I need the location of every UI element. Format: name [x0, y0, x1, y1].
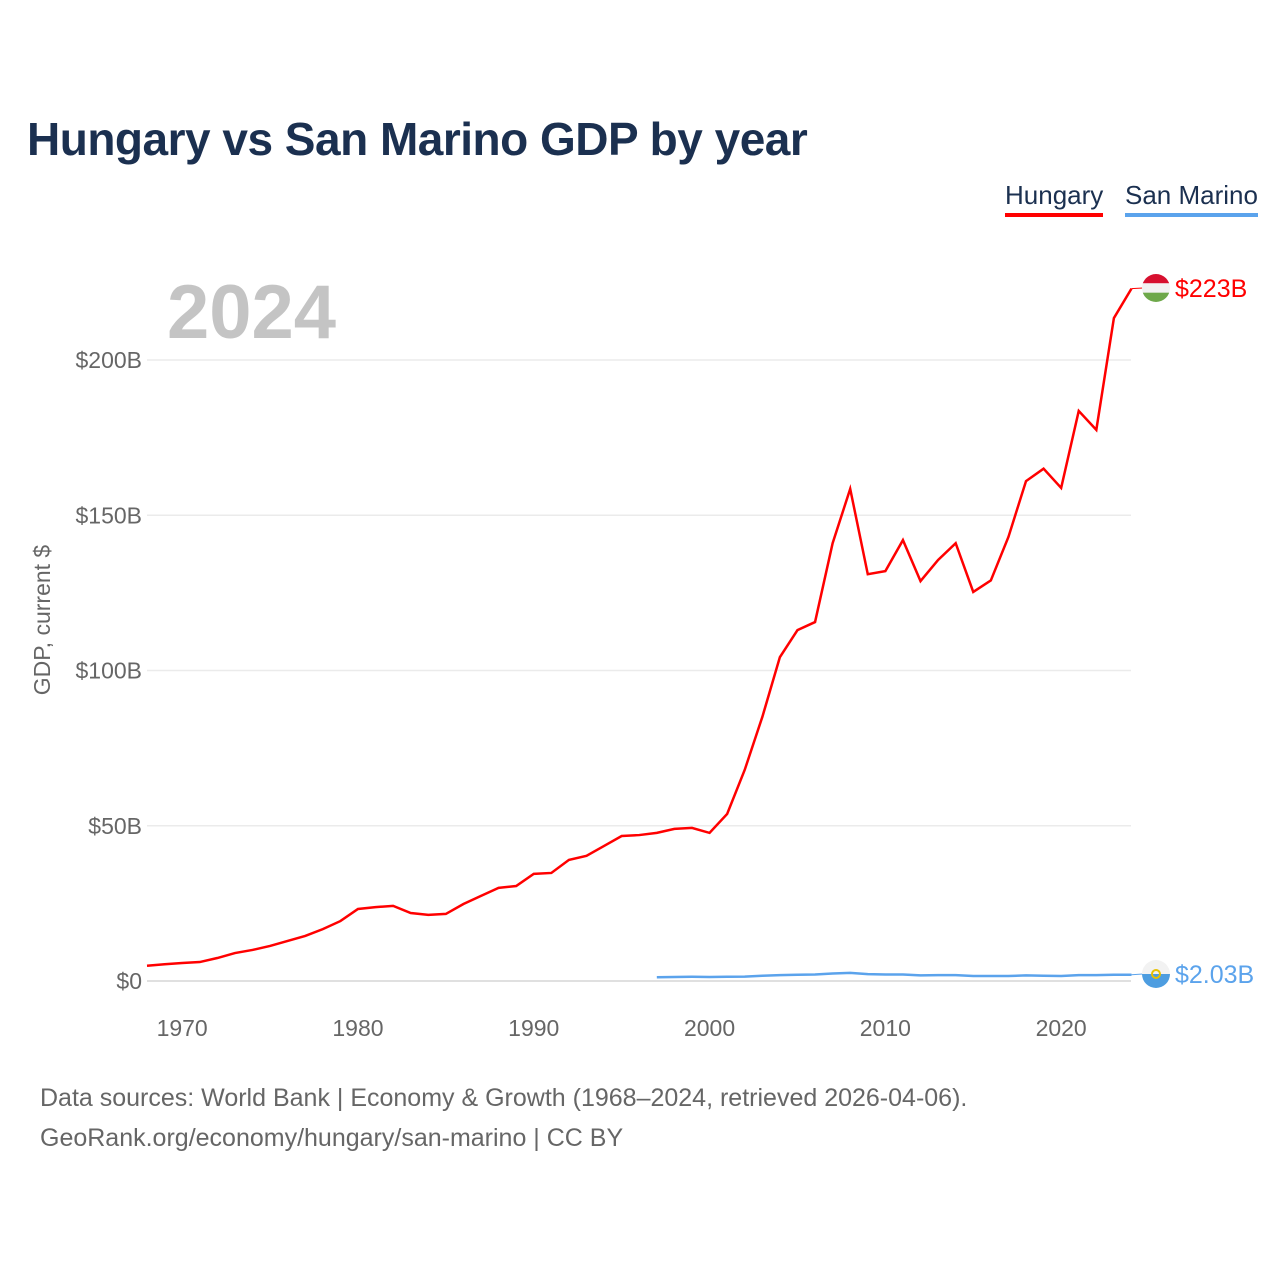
y-tick-label: $200B — [75, 347, 142, 373]
san-marino-flag-icon — [1142, 960, 1170, 988]
x-tick-label: 2010 — [860, 1015, 911, 1041]
y-tick-label: $150B — [75, 502, 142, 528]
legend-san-marino[interactable]: San Marino — [1125, 180, 1258, 217]
series-line-hungary — [146, 287, 1133, 968]
y-axis-label: GDP, current $ — [29, 545, 55, 696]
source-line-1: Data sources: World Bank | Economy & Gro… — [40, 1084, 968, 1112]
x-tick-label: 1980 — [332, 1015, 383, 1041]
y-tick-label: $0 — [116, 968, 142, 994]
x-tick-label: 1970 — [157, 1015, 208, 1041]
series-line-san-marino — [656, 971, 1132, 979]
y-tick-label: $100B — [75, 658, 142, 684]
end-value-label: $2.03B — [1175, 961, 1254, 989]
source-line-2[interactable]: GeoRank.org/economy/hungary/san-marino |… — [40, 1124, 624, 1152]
end-connector — [1131, 973, 1144, 976]
y-tick-label: $50B — [88, 813, 142, 839]
end-value-label: $223B — [1175, 275, 1247, 303]
x-tick-label: 1990 — [508, 1015, 559, 1041]
chart-title: Hungary vs San Marino GDP by year — [27, 113, 808, 165]
year-watermark: 2024 — [167, 270, 336, 355]
x-tick-label: 2020 — [1036, 1015, 1087, 1041]
end-connector — [1131, 287, 1144, 290]
x-tick-label: 2000 — [684, 1015, 735, 1041]
legend-hungary[interactable]: Hungary — [1005, 180, 1104, 217]
hungary-flag-icon — [1142, 274, 1170, 302]
